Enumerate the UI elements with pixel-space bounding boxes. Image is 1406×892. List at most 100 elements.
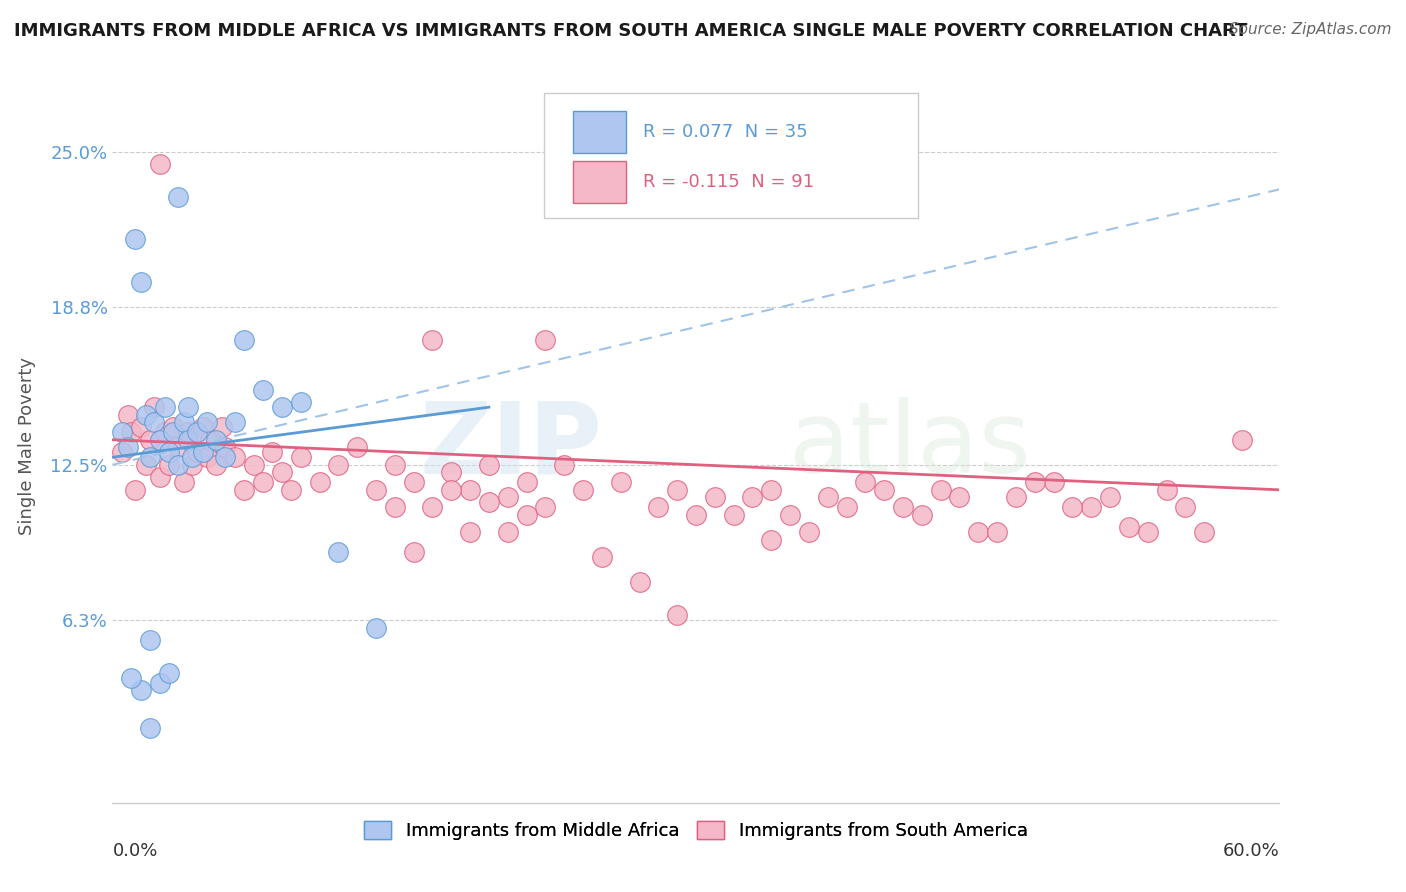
Point [1024,475,1046,490]
Point [516,475,538,490]
Point [205,458,228,472]
Point [153,400,176,414]
FancyBboxPatch shape [574,111,626,153]
Point [148,470,170,484]
Point [308,475,330,490]
Point [741,491,763,505]
Point [328,458,350,472]
Point [111,425,134,440]
Point [180,450,202,465]
Point [328,545,350,559]
Point [703,491,725,505]
Point [195,450,218,465]
Point [402,545,425,559]
Point [157,665,180,680]
Point [233,483,256,497]
Point [195,415,218,429]
Text: R = 0.077  N = 35: R = 0.077 N = 35 [644,123,808,141]
Point [233,333,256,347]
Point [384,500,406,515]
Point [120,671,142,685]
Point [1080,500,1102,515]
Point [553,458,575,472]
Point [139,633,162,648]
Point [139,433,162,447]
Point [346,440,368,454]
Point [173,415,195,429]
Point [853,475,876,490]
Point [129,683,152,698]
Point [647,500,669,515]
Point [516,508,538,522]
Point [148,433,170,447]
Point [142,415,165,429]
Point [948,491,970,505]
Point [534,500,557,515]
Point [191,420,214,434]
Point [496,525,519,540]
Point [162,425,184,440]
Point [135,408,157,422]
Point [117,440,139,454]
Point [761,483,783,497]
Point [186,425,208,440]
Point [111,445,134,459]
Point [139,721,162,735]
Point [402,475,425,490]
Point [929,483,952,497]
Point [162,420,184,434]
Point [1174,500,1197,515]
Point [1042,475,1064,490]
Point [270,465,292,479]
Point [779,508,801,522]
Point [440,483,463,497]
Point [280,483,302,497]
Point [290,395,312,409]
Point [224,415,246,429]
Point [157,458,180,472]
Point [723,508,745,522]
Point [117,408,139,422]
Point [797,525,820,540]
Point [1118,520,1140,534]
Point [242,458,264,472]
Point [139,450,162,465]
Point [666,483,689,497]
Point [364,483,387,497]
Point [124,483,146,497]
Point [478,495,501,509]
Point [173,475,195,490]
Point [384,458,406,472]
Point [142,400,165,414]
Y-axis label: Single Male Poverty: Single Male Poverty [18,357,37,535]
Point [214,440,236,454]
Point [1156,483,1178,497]
Point [200,433,222,447]
Point [157,445,180,459]
FancyBboxPatch shape [544,93,918,218]
Point [967,525,990,540]
Point [496,491,519,505]
Point [761,533,783,547]
Point [214,450,236,465]
Point [262,445,284,459]
Text: IMMIGRANTS FROM MIDDLE AFRICA VS IMMIGRANTS FROM SOUTH AMERICA SINGLE MALE POVER: IMMIGRANTS FROM MIDDLE AFRICA VS IMMIGRA… [14,22,1247,40]
Point [609,475,631,490]
Point [1136,525,1159,540]
Point [458,525,481,540]
Point [191,445,214,459]
Point [224,450,246,465]
Point [835,500,858,515]
Point [458,483,481,497]
Point [534,333,557,347]
Point [129,420,152,434]
Point [153,425,176,440]
Point [177,425,200,440]
Point [628,575,651,590]
Point [290,450,312,465]
Point [440,465,463,479]
Point [364,621,387,635]
Point [478,458,501,472]
Point [817,491,839,505]
Point [1099,491,1122,505]
